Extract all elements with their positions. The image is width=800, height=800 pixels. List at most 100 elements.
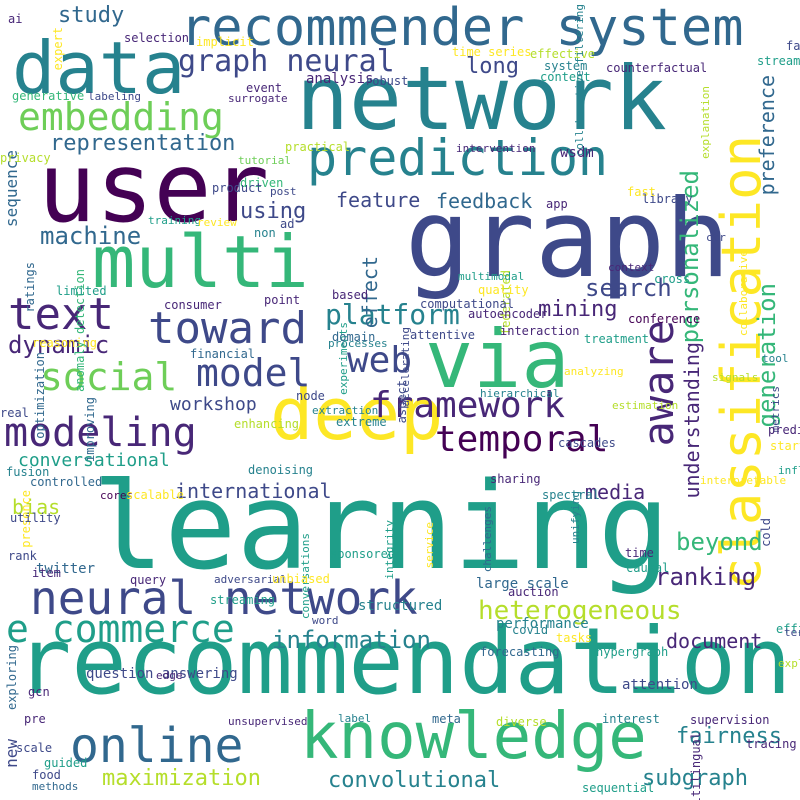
cloud-word: knowledge bbox=[300, 700, 647, 774]
cloud-word: user bbox=[38, 132, 270, 244]
cloud-word: search bbox=[585, 274, 672, 302]
cloud-word: framework bbox=[370, 385, 566, 426]
cloud-word: ranking bbox=[655, 563, 757, 591]
cloud-word: signals bbox=[712, 371, 759, 384]
cloud-word: structured bbox=[358, 598, 443, 614]
cloud-word: implicit bbox=[196, 35, 254, 49]
cloud-word: international bbox=[175, 479, 332, 503]
cloud-word: large scale bbox=[476, 576, 569, 592]
cloud-word: methods bbox=[32, 780, 79, 793]
cloud-word: limited bbox=[56, 284, 107, 298]
cloud-word: gcn bbox=[28, 685, 50, 699]
cloud-word: hierarchical bbox=[480, 387, 560, 400]
cloud-word: question answering bbox=[86, 666, 238, 682]
cloud-word: term bbox=[784, 626, 800, 639]
cloud-word: treatment bbox=[584, 332, 650, 346]
cloud-word: unsupervised bbox=[228, 715, 308, 728]
cloud-word: representation bbox=[50, 131, 236, 156]
cloud-word: denoising bbox=[248, 463, 314, 477]
cloud-word: adversarial bbox=[214, 573, 287, 586]
cloud-word: twitter bbox=[36, 561, 96, 577]
cloud-word: cold bbox=[759, 518, 773, 547]
cloud-word: multilingual bbox=[689, 732, 703, 800]
cloud-word: document bbox=[666, 629, 763, 653]
cloud-word: privacy bbox=[0, 151, 51, 165]
cloud-word: query bbox=[130, 573, 167, 587]
cloud-word: collaborative filtering bbox=[573, 4, 586, 157]
cloud-word: analyzing bbox=[564, 365, 624, 378]
cloud-word: multi bbox=[92, 220, 309, 304]
cloud-word: sequential bbox=[582, 781, 655, 795]
cloud-word: text bbox=[8, 289, 114, 340]
cloud-word: analysis bbox=[306, 71, 374, 87]
cloud-word: enhancing bbox=[234, 417, 300, 431]
cloud-word: learning bbox=[92, 458, 670, 597]
cloud-word: temporal bbox=[435, 419, 609, 460]
cloud-word: supervision bbox=[690, 713, 770, 727]
cloud-word: food bbox=[32, 768, 61, 782]
cloud-word: e commerce bbox=[6, 607, 235, 651]
cloud-word: non bbox=[254, 226, 276, 240]
cloud-word: extraction bbox=[312, 404, 379, 417]
cloud-word: processes bbox=[328, 337, 388, 350]
cloud-word: scalable bbox=[126, 488, 184, 502]
cloud-word: start bbox=[770, 439, 800, 453]
cloud-word: surrogate bbox=[228, 92, 288, 105]
cloud-word: ratings bbox=[23, 262, 37, 313]
cloud-word: intervention bbox=[456, 142, 536, 155]
cloud-word: workshop bbox=[170, 394, 257, 415]
cloud-word: model bbox=[196, 351, 311, 395]
cloud-word: reasoning bbox=[32, 336, 98, 350]
cloud-word: estimation bbox=[612, 399, 679, 412]
cloud-word: streaming bbox=[210, 593, 276, 607]
cloud-word: explainable bbox=[778, 657, 800, 670]
cloud-word: fast bbox=[627, 185, 656, 199]
cloud-word: cross bbox=[654, 272, 691, 286]
cloud-word: conversational bbox=[18, 450, 170, 471]
cloud-word: service bbox=[423, 522, 436, 569]
cloud-word: neural network bbox=[30, 571, 418, 625]
cloud-word: quality bbox=[478, 283, 529, 297]
cloud-word: cascades bbox=[558, 436, 616, 450]
cloud-word: challenges bbox=[481, 506, 494, 573]
cloud-word: feedback bbox=[436, 189, 533, 213]
cloud-word: node bbox=[296, 389, 325, 403]
cloud-word: edge bbox=[156, 669, 183, 682]
cloud-word: rank bbox=[8, 549, 37, 563]
cloud-word: unbiased bbox=[272, 572, 330, 586]
cloud-word: explanation bbox=[699, 86, 712, 159]
cloud-word: time bbox=[625, 546, 654, 560]
cloud-word: understanding bbox=[680, 342, 704, 499]
cloud-word: training bbox=[148, 214, 201, 227]
cloud-word: tutorial bbox=[238, 154, 291, 167]
cloud-word: influence bbox=[778, 464, 800, 477]
cloud-word: maximization bbox=[102, 766, 261, 791]
cloud-word: post bbox=[270, 185, 297, 198]
cloud-word: information bbox=[272, 626, 431, 654]
cloud-word: interaction bbox=[500, 324, 580, 338]
cloud-word: convolutional bbox=[328, 768, 501, 793]
cloud-word: unifying bbox=[569, 491, 582, 544]
cloud-word: sharing bbox=[490, 472, 541, 486]
cloud-word: ai bbox=[8, 12, 23, 26]
cloud-word: recommender system bbox=[180, 0, 744, 58]
cloud-word: graph neural bbox=[178, 44, 395, 79]
cloud-word: streams bbox=[757, 54, 800, 68]
cloud-word: covid bbox=[512, 623, 549, 637]
cloud-word: aspect bbox=[395, 380, 409, 424]
cloud-word: extreme bbox=[336, 415, 387, 429]
cloud-word: conference bbox=[628, 312, 701, 326]
cloud-word: review bbox=[197, 216, 237, 229]
cloud-word: data bbox=[12, 26, 186, 110]
cloud-word: social bbox=[40, 355, 178, 399]
cloud-word: performance bbox=[496, 616, 589, 632]
cloud-word: platform bbox=[325, 298, 460, 331]
cloud-word: tracing bbox=[746, 737, 797, 751]
cloud-word: ctr bbox=[706, 231, 726, 244]
cloud-word: robust bbox=[365, 74, 409, 88]
cloud-word: causal bbox=[626, 561, 670, 575]
cloud-word: efficient bbox=[776, 622, 800, 636]
cloud-word: wsdm bbox=[560, 145, 594, 161]
cloud-word: practical bbox=[285, 140, 351, 154]
cloud-word: tool bbox=[762, 352, 789, 365]
